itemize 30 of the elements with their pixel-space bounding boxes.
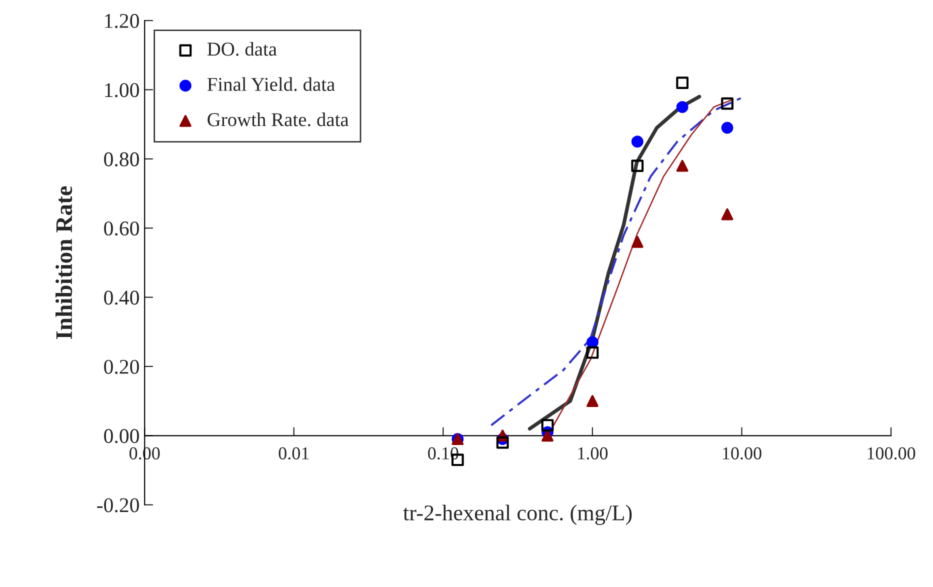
x-axis-title: tr-2-hexenal conc. (mg/L) — [403, 504, 632, 526]
point — [541, 419, 554, 432]
y-tick-label: 1.00 — [105, 83, 139, 98]
y-tick-label: 0.20 — [104, 360, 139, 374]
point — [631, 236, 644, 248]
y-tick-label: 0.40 — [104, 290, 139, 305]
point — [586, 346, 599, 359]
point — [721, 122, 734, 134]
point — [676, 101, 688, 113]
point — [676, 76, 689, 90]
y-tick-label: 0.80 — [104, 152, 139, 166]
point — [496, 436, 509, 449]
y-tick-label: 0.60 — [104, 221, 139, 236]
y-tick-label: -0.20 — [97, 498, 139, 512]
point — [631, 160, 644, 172]
x-tick-label: 100.00 — [868, 447, 916, 460]
y-tick-label: 0.00 — [104, 429, 139, 444]
point — [721, 97, 734, 110]
x-tick-label: 1.00 — [578, 447, 608, 460]
legend-label: Growth Rate. data — [208, 112, 349, 126]
x-tick-label: 10.00 — [723, 447, 762, 460]
legend-label: DO. data — [207, 42, 277, 56]
legend-label: Final Yield. data — [207, 77, 335, 92]
point — [631, 136, 644, 148]
y-tick-label: 1.20 — [105, 14, 139, 28]
x-tick-label: 0.01 — [278, 447, 309, 460]
point — [721, 208, 734, 220]
point — [586, 395, 598, 408]
y-axis-title: Inhibition Rate — [56, 186, 72, 339]
point — [676, 160, 688, 172]
